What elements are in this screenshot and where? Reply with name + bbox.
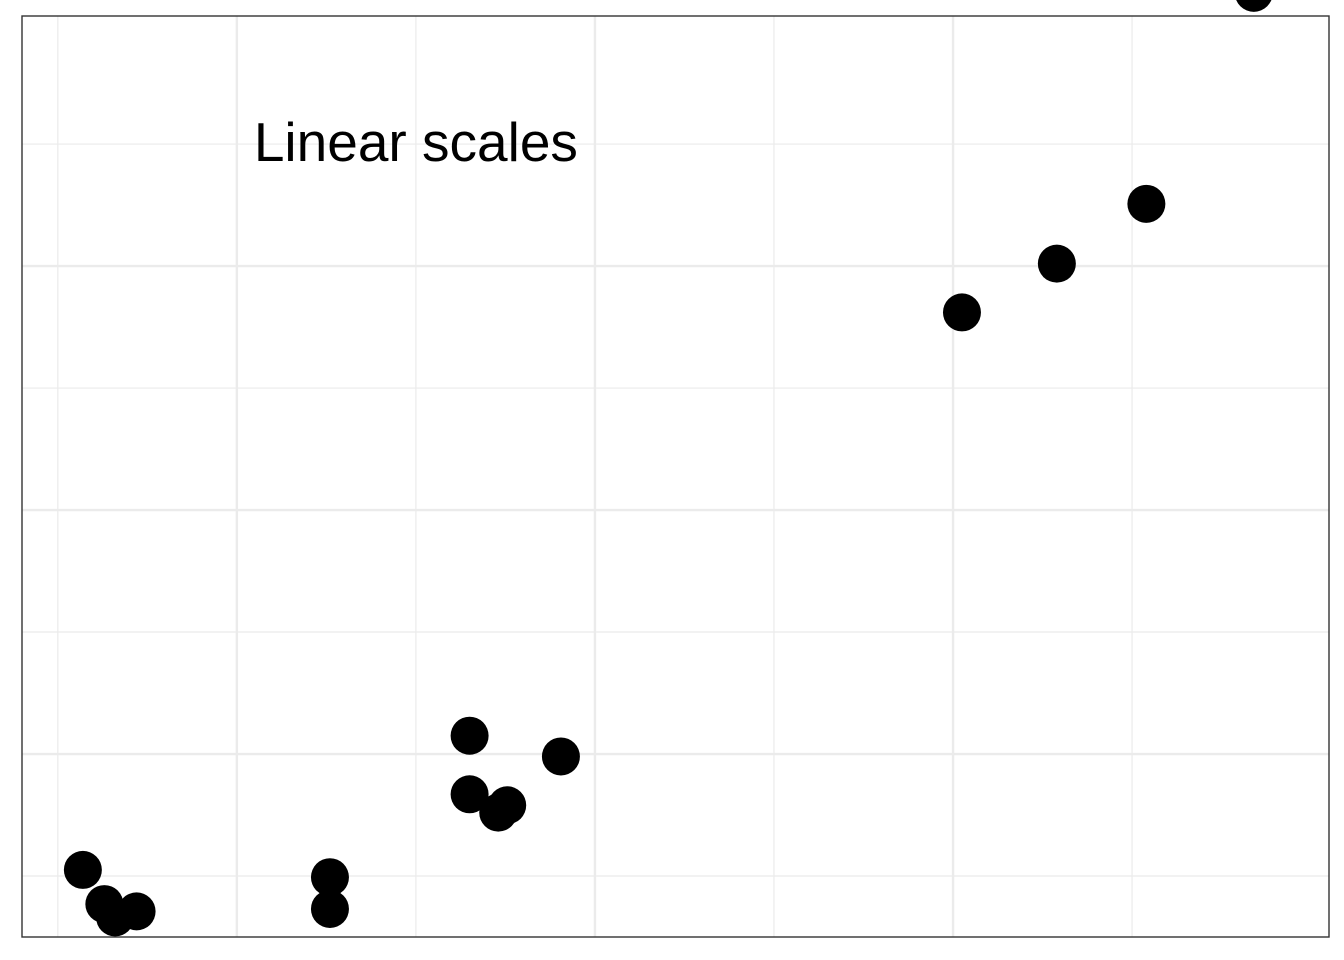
data-point (450, 716, 489, 755)
data-point (310, 889, 349, 928)
plot-panel (22, 16, 1329, 937)
data-point (450, 775, 489, 814)
annotation-label: Linear scales (254, 111, 578, 173)
data-point (63, 850, 102, 889)
data-point (1236, 0, 1272, 12)
data-points (63, 0, 1272, 937)
data-point (1037, 244, 1076, 283)
data-point (117, 892, 156, 931)
data-point (85, 885, 124, 924)
data-point (310, 858, 349, 897)
data-point (942, 293, 981, 332)
data-point (1127, 184, 1166, 223)
annotations: Linear scales (254, 111, 578, 173)
data-point (541, 737, 580, 776)
plot-border (21, 15, 1330, 938)
data-point (488, 786, 527, 825)
grid-lines (22, 16, 1329, 937)
